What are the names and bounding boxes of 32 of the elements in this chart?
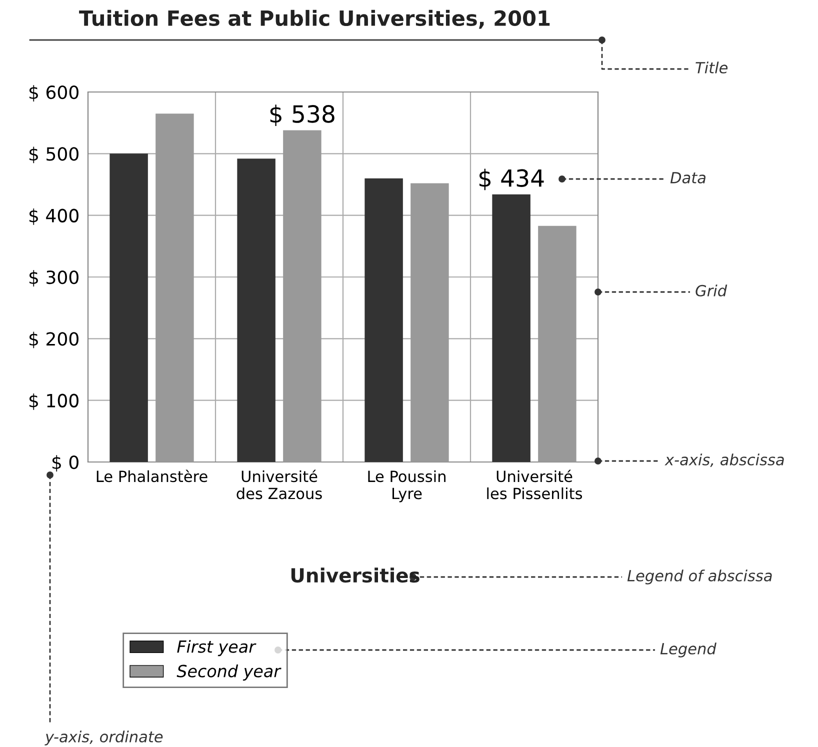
- x-tick-label: Université des Zazous: [236, 470, 322, 500]
- data-label: $ 434: [479, 168, 544, 190]
- text: Legend of abscissa: [627, 570, 772, 584]
- legend-label: First year: [177, 640, 256, 656]
- bar: [492, 194, 530, 462]
- text: y-axis, ordinate: [44, 730, 163, 746]
- bar: [237, 158, 276, 462]
- y-tick-label: $ 100: [29, 393, 78, 410]
- bar: [410, 183, 449, 462]
- x-axis-title: Universities: [291, 568, 420, 583]
- bar: [364, 178, 403, 462]
- bar: [538, 226, 576, 462]
- y-tick-label: $ 300: [29, 270, 78, 287]
- chart-title: Tuition Fees at Public Universities, 2001: [79, 10, 550, 29]
- x-tick-label: Le Phalanstère: [96, 470, 208, 482]
- text: Data: [670, 172, 706, 184]
- bar: [156, 114, 194, 462]
- y-tick-label: $ 600: [29, 85, 78, 102]
- text: Title: [696, 62, 728, 74]
- y-tick-label: $ 500: [29, 146, 78, 164]
- text: x-axis, abscissa: [664, 454, 784, 467]
- text: Legend: [660, 642, 716, 658]
- x-tick-label: Université les Pissenlits: [487, 470, 582, 500]
- bar: [110, 154, 148, 462]
- bar: [283, 130, 322, 462]
- text: Grid: [696, 284, 728, 296]
- y-tick-label: $ 0: [52, 455, 78, 472]
- legend-label: Second year: [176, 664, 282, 681]
- y-tick-label: $ 200: [29, 332, 78, 348]
- y-tick-label: $ 400: [29, 208, 78, 225]
- data-label: $ 538: [270, 104, 334, 126]
- x-tick-label: Le Poussin Lyre: [368, 470, 446, 502]
